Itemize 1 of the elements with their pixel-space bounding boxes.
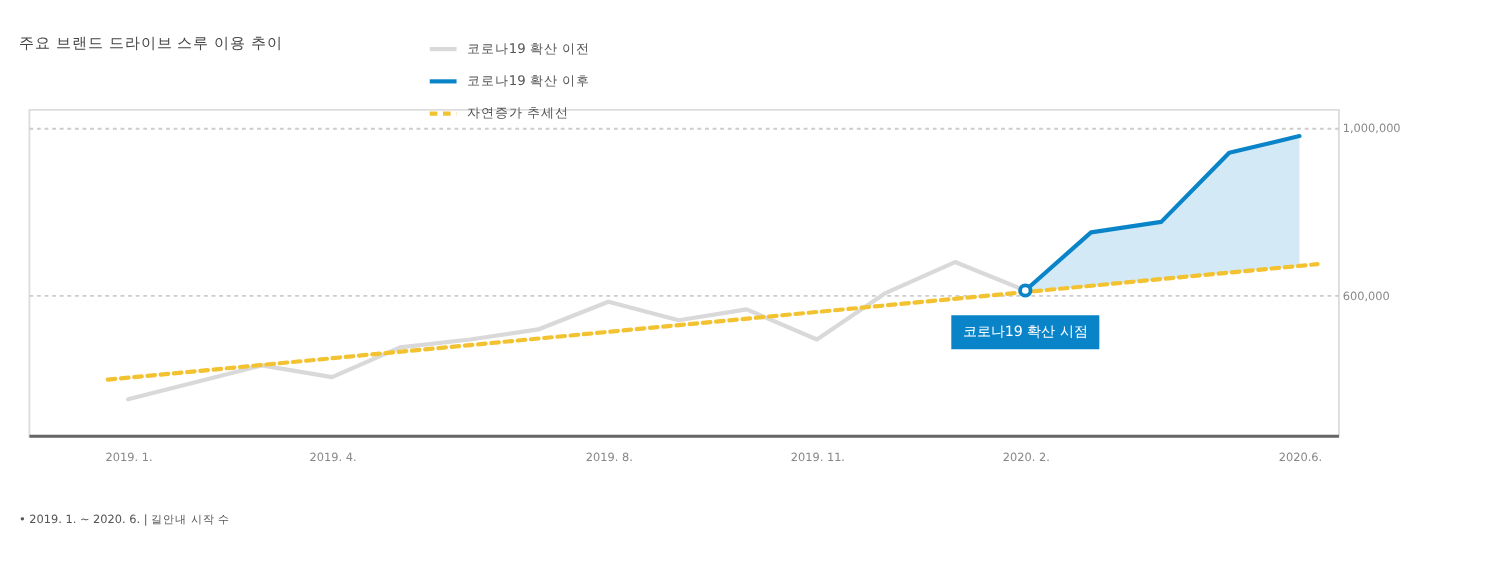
chart-title: 주요 브랜드 드라이브 스루 이용 추이 (18, 34, 284, 53)
